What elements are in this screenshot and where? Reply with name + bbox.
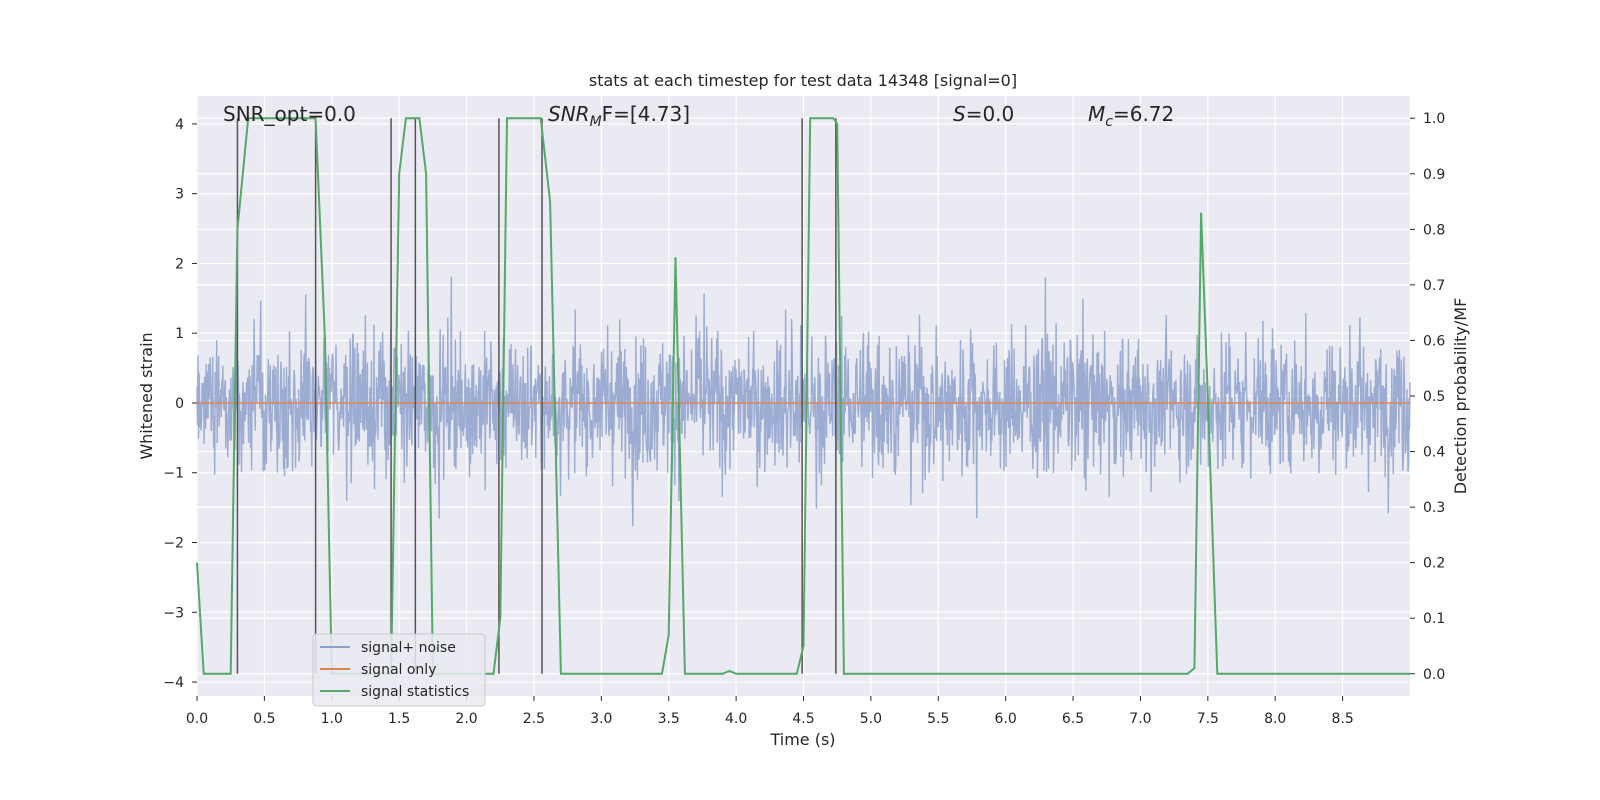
y-tick-label: 0 [175,396,184,412]
x-tick-label: 2.5 [523,711,545,727]
annotation-snr-opt: SNR_opt=0.0 [223,102,356,126]
x-tick-label: 7.5 [1197,711,1219,727]
x-tick-label: 1.5 [388,711,410,727]
annotation-s-label: S [953,102,966,126]
y2-tick-label: 0.1 [1423,611,1445,627]
legend-label-signal-only: signal only [361,662,436,678]
y2-tick-label: 0.4 [1423,445,1445,461]
y2-tick-label: 0.7 [1423,278,1445,294]
y-tick-label: 3 [175,187,184,203]
y-axis-ticks: −4 −3 −2 −1 0 1 2 3 4 [163,117,197,691]
y-tick-label: −4 [163,675,184,691]
legend-box [312,633,486,707]
y-tick-label: 1 [175,326,184,342]
y2-tick-label: 0.8 [1423,222,1445,238]
legend-label-signal-statistics: signal statistics [361,684,469,700]
x-tick-label: 5.5 [927,711,949,727]
y2-axis-ticks: 0.0 0.1 0.2 0.3 0.4 0.5 0.6 0.7 0.8 0.9 1.0 [1410,111,1445,683]
x-tick-label: 7.0 [1129,711,1151,727]
y-tick-label: −2 [163,536,184,552]
x-tick-label: 4.5 [792,711,814,727]
x-tick-label: 4.0 [725,711,747,727]
y-axis-label: Whitened strain [137,332,156,459]
x-axis-ticks: 0.0 0.5 1.0 1.5 2.0 2.5 3.0 3.5 4.0 4.5 5.0 5.5 6.0 6… [186,696,1354,727]
y-tick-label: 4 [175,117,184,133]
legend: signal+ noise signal only signal statist… [312,633,486,707]
y2-tick-label: 0.3 [1423,500,1445,516]
x-tick-label: 5.0 [860,711,882,727]
signal-statistics-line [196,117,1410,675]
vertical-markers [236,118,837,674]
x-tick-label: 6.0 [995,711,1017,727]
annotation-snr-mf-sub: M [590,114,602,130]
y2-tick-label: 0.5 [1423,389,1445,405]
annotation-snr-mf-value: F=[4.73] [602,102,690,126]
x-tick-label: 8.0 [1264,711,1286,727]
annotation-mc: Mc=6.72 [1088,102,1174,130]
x-tick-label: 6.5 [1062,711,1084,727]
x-axis-label: Time (s) [769,730,835,749]
legend-label-signal-noise: signal+ noise [361,640,456,656]
y2-axis-label: Detection probability/MF [1451,298,1470,495]
x-tick-label: 0.5 [253,711,275,727]
y-tick-label: −3 [163,605,184,621]
annotation-mc-label: M [1088,102,1105,126]
series-signal-statistics [196,117,1410,675]
y2-tick-label: 0.6 [1423,333,1445,349]
y-tick-label: −1 [163,466,184,482]
annotation-s: S=0.0 [953,102,1014,126]
y2-tick-label: 1.0 [1423,111,1445,127]
annotation-mc-sub: c [1105,114,1113,130]
x-tick-label: 3.5 [658,711,680,727]
y-tick-label: 2 [175,256,184,272]
x-tick-label: 3.0 [590,711,612,727]
annotation-s-value: =0.0 [966,102,1015,126]
x-tick-label: 0.0 [186,711,208,727]
x-tick-label: 2.0 [455,711,477,727]
x-tick-label: 8.5 [1331,711,1353,727]
annotation-mc-value: =6.72 [1113,102,1174,126]
annotation-snr-mf-label: SNR [548,102,590,126]
chart-title: stats at each timestep for test data 143… [589,71,1017,90]
y2-tick-label: 0.9 [1423,167,1445,183]
annotation-snr-mf: SNRMF=[4.73] [548,102,690,130]
y2-tick-label: 0.0 [1423,667,1445,683]
y2-tick-label: 0.2 [1423,556,1445,572]
x-tick-label: 1.0 [321,711,343,727]
